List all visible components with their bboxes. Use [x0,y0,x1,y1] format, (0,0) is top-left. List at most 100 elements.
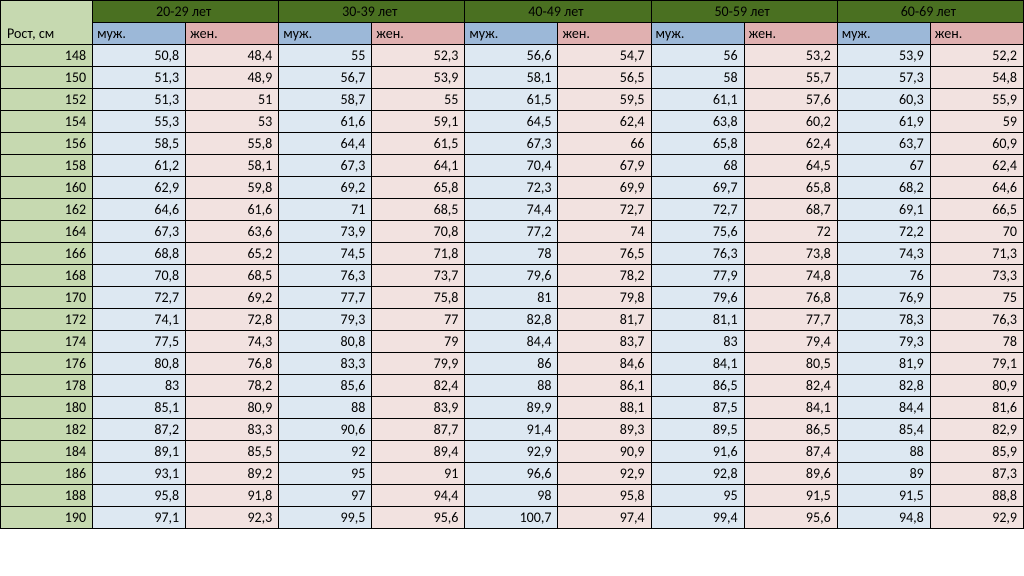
male-cell: 85,4 [837,419,930,441]
female-cell: 80,9 [930,375,1023,397]
male-cell: 61,2 [93,155,186,177]
female-cell: 53,9 [372,67,465,89]
male-cell: 77,5 [93,331,186,353]
age-group-header: 20-29 лет [93,1,279,23]
female-cell: 64,5 [744,155,837,177]
female-cell: 90,9 [558,441,651,463]
male-cell: 67,3 [93,221,186,243]
female-cell: 61,6 [186,199,279,221]
female-cell: 86,1 [558,375,651,397]
height-cell: 162 [1,199,93,221]
male-cell: 99,5 [279,507,372,529]
table-body: 14850,848,45552,356,654,75653,253,952,21… [1,45,1024,529]
female-cell: 52,3 [372,45,465,67]
female-subheader: жен. [186,23,279,45]
height-cell: 188 [1,485,93,507]
male-cell: 80,8 [279,331,372,353]
male-cell: 98 [465,485,558,507]
table-row: 16062,959,869,265,872,369,969,765,868,26… [1,177,1024,199]
female-cell: 56,5 [558,67,651,89]
female-cell: 83,7 [558,331,651,353]
female-cell: 48,4 [186,45,279,67]
male-cell: 91,4 [465,419,558,441]
male-cell: 72,7 [93,287,186,309]
male-cell: 70,4 [465,155,558,177]
female-cell: 92,9 [930,507,1023,529]
male-cell: 78 [465,243,558,265]
female-cell: 59,1 [372,111,465,133]
height-cell: 174 [1,331,93,353]
row-header-title: Рост, см [1,1,93,45]
table-row: 16668,865,274,571,87876,576,373,874,371,… [1,243,1024,265]
male-subheader: муж. [651,23,744,45]
height-cell: 172 [1,309,93,331]
female-cell: 95,6 [372,507,465,529]
male-cell: 92,8 [651,463,744,485]
male-cell: 86 [465,353,558,375]
age-group-header: 60-69 лет [837,1,1023,23]
female-subheader: жен. [558,23,651,45]
male-cell: 76 [837,265,930,287]
female-cell: 76,8 [186,353,279,375]
female-cell: 95,6 [744,507,837,529]
female-cell: 60,9 [930,133,1023,155]
male-cell: 88 [465,375,558,397]
female-cell: 53,2 [744,45,837,67]
female-cell: 65,8 [372,177,465,199]
male-cell: 81,9 [837,353,930,375]
male-cell: 87,5 [651,397,744,419]
table-row: 16467,363,673,970,877,27475,67272,270 [1,221,1024,243]
female-cell: 61,5 [372,133,465,155]
male-cell: 61,9 [837,111,930,133]
male-cell: 83,3 [279,353,372,375]
male-cell: 83 [93,375,186,397]
table-row: 18085,180,98883,989,988,187,584,184,481,… [1,397,1024,419]
male-cell: 76,3 [279,265,372,287]
male-cell: 95 [279,463,372,485]
age-group-header: 50-59 лет [651,1,837,23]
table-row: 18489,185,59289,492,990,991,687,48885,9 [1,441,1024,463]
female-cell: 54,8 [930,67,1023,89]
female-cell: 73,8 [744,243,837,265]
female-cell: 60,2 [744,111,837,133]
female-cell: 84,1 [744,397,837,419]
male-cell: 61,1 [651,89,744,111]
age-group-header: 30-39 лет [279,1,465,23]
male-cell: 89 [837,463,930,485]
height-cell: 180 [1,397,93,419]
male-cell: 67,3 [279,155,372,177]
male-cell: 61,6 [279,111,372,133]
height-cell: 152 [1,89,93,111]
male-cell: 68 [651,155,744,177]
height-cell: 170 [1,287,93,309]
female-cell: 97,4 [558,507,651,529]
female-cell: 76,8 [744,287,837,309]
female-cell: 62,4 [930,155,1023,177]
female-cell: 55,8 [186,133,279,155]
female-cell: 69,9 [558,177,651,199]
table-row: 18693,189,2959196,692,992,889,68987,3 [1,463,1024,485]
male-cell: 81 [465,287,558,309]
male-cell: 81,1 [651,309,744,331]
female-cell: 92,3 [186,507,279,529]
female-cell: 69,2 [186,287,279,309]
table-row: 15658,555,864,461,567,36665,862,463,760,… [1,133,1024,155]
weight-table: Рост, см20-29 лет30-39 лет40-49 лет50-59… [0,0,1024,529]
male-subheader: муж. [93,23,186,45]
male-cell: 67 [837,155,930,177]
height-cell: 178 [1,375,93,397]
female-cell: 79,1 [930,353,1023,375]
male-cell: 79,6 [651,287,744,309]
female-cell: 73,3 [930,265,1023,287]
height-cell: 154 [1,111,93,133]
female-cell: 66 [558,133,651,155]
female-cell: 58,1 [186,155,279,177]
male-cell: 80,8 [93,353,186,375]
male-cell: 97,1 [93,507,186,529]
male-cell: 79,3 [279,309,372,331]
female-cell: 83,3 [186,419,279,441]
female-cell: 55 [372,89,465,111]
male-cell: 53,9 [837,45,930,67]
female-cell: 72,8 [186,309,279,331]
male-cell: 88 [279,397,372,419]
